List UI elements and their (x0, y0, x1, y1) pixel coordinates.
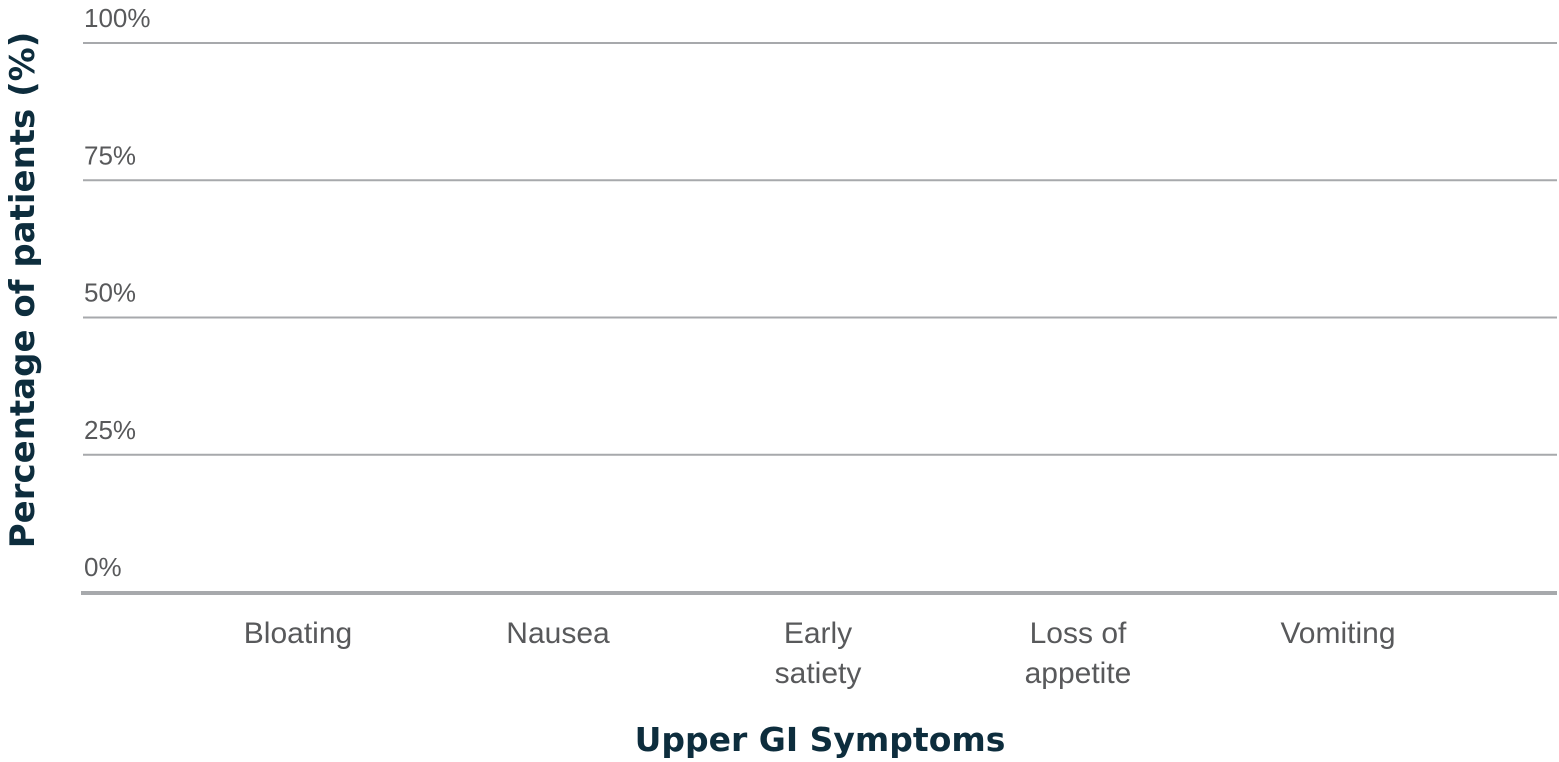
x-category-label: Bloating (244, 617, 352, 650)
y-tick-label: 100% (84, 3, 151, 33)
x-category-label-line: Loss of (1030, 617, 1127, 650)
y-tick-label: 75% (84, 140, 136, 170)
x-category-label-line: Bloating (244, 617, 352, 650)
y-tick-label: 25% (84, 415, 136, 445)
x-category-label-line: Vomiting (1280, 617, 1395, 650)
y-tick-labels: 0% 25% 50% 75% 100% (84, 3, 151, 582)
x-category-label: Nausea (506, 617, 610, 650)
x-category-label-line: satiety (775, 657, 862, 690)
x-axis-title: Upper GI Symptoms (635, 720, 1006, 759)
y-tick-label: 0% (84, 552, 122, 582)
y-tick-label: 50% (84, 278, 136, 308)
x-category-label-line: Early (784, 617, 852, 650)
x-category-label-line: appetite (1025, 657, 1132, 690)
x-category-label: Early satiety (775, 617, 862, 690)
gridlines (83, 42, 1557, 456)
x-category-label: Vomiting (1280, 617, 1395, 650)
y-axis-title: Percentage of patients (%) (3, 32, 43, 549)
x-category-label: Loss of appetite (1025, 617, 1132, 690)
x-category-labels: Bloating Nausea Early satiety Loss of appetit… (244, 617, 1396, 690)
x-category-label-line: Nausea (506, 617, 610, 650)
